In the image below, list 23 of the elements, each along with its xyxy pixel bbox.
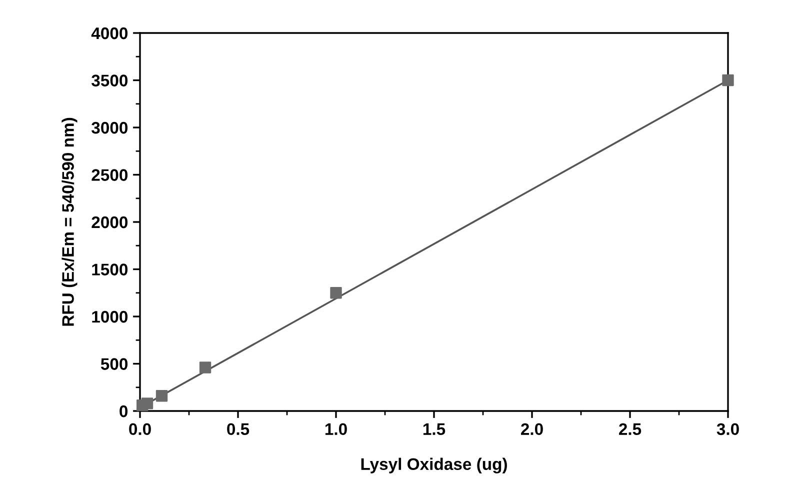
y-tick-label: 3500 bbox=[92, 74, 128, 86]
point bbox=[330, 287, 342, 299]
y-tick-label: 1500 bbox=[92, 264, 128, 276]
point bbox=[199, 362, 212, 374]
x-tick-label: 3.0 bbox=[716, 423, 739, 436]
y-tick-label: 3000 bbox=[92, 122, 128, 134]
y-axis-title: RFU (Ex/Em = 540/590 nm) bbox=[62, 118, 78, 326]
x-tick-label: 0.0 bbox=[129, 423, 151, 436]
y-tick-label: 1000 bbox=[92, 310, 128, 323]
x-tick-label: 2.0 bbox=[520, 423, 543, 436]
point bbox=[136, 399, 148, 412]
y-tick-label: 0 bbox=[120, 405, 128, 418]
y-tick-label: 500 bbox=[100, 358, 128, 370]
x-tick-label: 1.5 bbox=[423, 423, 446, 436]
x-tick-label: 2.5 bbox=[618, 423, 642, 436]
y-tick-label: 4000 bbox=[91, 27, 128, 40]
point bbox=[156, 390, 168, 402]
point bbox=[722, 74, 734, 86]
x-tick-label: 0.5 bbox=[227, 423, 250, 436]
x-tick-label: 1.0 bbox=[325, 423, 347, 436]
y-tick-label: 2500 bbox=[92, 169, 128, 181]
y-tick-label: 2000 bbox=[92, 216, 128, 228]
x-axis-title: Lysyl Oxidase (ug) bbox=[361, 458, 507, 474]
